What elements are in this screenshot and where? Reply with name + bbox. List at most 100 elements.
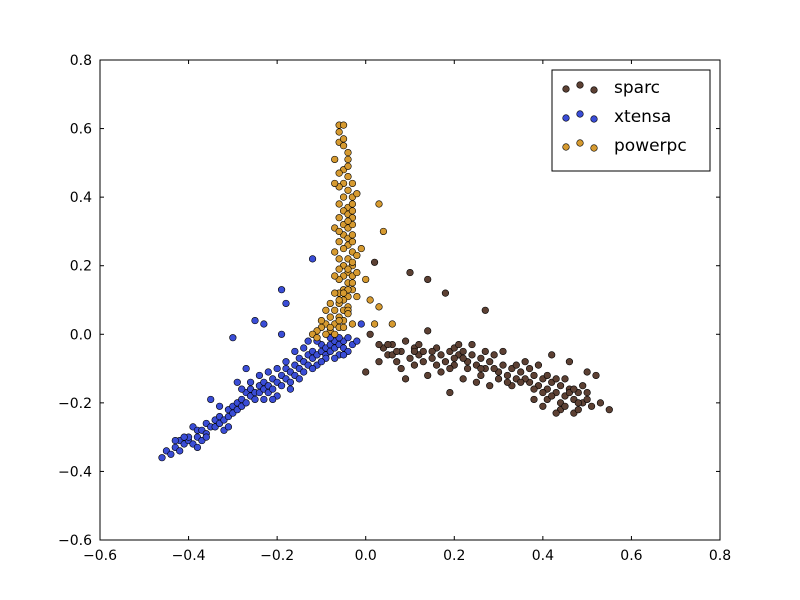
point-powerpc-93 [348,238,357,246]
point-sparc-47 [583,395,591,404]
point-powerpc-72 [370,320,379,328]
point-sparc-0 [406,268,414,277]
x-tick-label: 0.6 [620,548,642,564]
point-sparc-119 [477,364,485,373]
point-sparc-103 [561,375,569,383]
point-powerpc-19 [348,200,357,208]
point-powerpc-63 [322,330,330,338]
point-xtensa-4 [176,447,184,455]
point-sparc-29 [503,371,512,380]
point-powerpc-92 [344,217,352,225]
point-sparc-107 [579,382,587,390]
point-xtensa-43 [269,385,277,393]
point-xtensa-91 [238,385,246,393]
point-powerpc-35 [335,255,343,263]
point-sparc-9 [401,337,410,345]
point-sparc-96 [530,395,538,404]
point-xtensa-76 [344,334,352,342]
y-tick-label: 0.8 [70,53,92,69]
point-xtensa-104 [295,375,303,383]
point-sparc-81 [419,358,427,366]
point-sparc-98 [539,388,547,397]
point-sparc-97 [534,361,543,369]
point-sparc-25 [486,358,494,366]
point-sparc-115 [410,347,419,356]
point-xtensa-89 [215,402,224,410]
point-powerpc-22 [335,214,343,222]
x-tick-label: 0.0 [355,548,377,564]
point-sparc-110 [552,409,560,417]
legend-marker-xtensa-0 [562,114,570,122]
y-tick-label: −0.4 [58,464,92,480]
point-powerpc-88 [335,128,343,136]
point-sparc-70 [401,375,410,383]
point-xtensa-79 [357,320,365,328]
point-powerpc-3 [339,142,348,150]
point-powerpc-53 [331,306,339,314]
point-sparc-101 [552,375,560,383]
point-powerpc-78 [348,320,357,328]
point-xtensa-88 [233,378,241,386]
point-xtensa-107 [246,378,255,386]
legend-marker-powerpc-1 [576,139,584,147]
point-sparc-63 [486,382,494,390]
point-powerpc-67 [379,227,388,236]
point-powerpc-39 [335,265,343,273]
point-xtensa-97 [300,344,308,352]
point-sparc-74 [362,368,370,376]
point-powerpc-89 [339,135,348,143]
point-powerpc-81 [331,248,339,256]
x-tick-label: 0.8 [709,548,731,564]
point-sparc-92 [503,378,512,386]
point-sparc-67 [437,368,445,376]
point-sparc-51 [548,351,556,359]
point-powerpc-17 [335,200,343,208]
point-sparc-89 [481,347,489,356]
legend-marker-xtensa-2 [590,115,598,123]
point-sparc-64 [472,378,481,386]
point-sparc-5 [424,327,432,335]
point-sparc-108 [583,388,591,397]
point-xtensa-101 [331,354,339,362]
point-powerpc-33 [339,244,348,253]
point-sparc-95 [525,364,534,373]
point-powerpc-79 [331,179,339,188]
point-sparc-106 [574,399,582,407]
point-powerpc-9 [344,172,352,181]
point-powerpc-100 [335,296,343,304]
point-powerpc-5 [344,148,352,157]
point-sparc-111 [574,406,582,414]
point-powerpc-91 [348,207,357,215]
point-xtensa-112 [193,443,202,452]
point-powerpc-14 [339,193,348,201]
point-powerpc-80 [335,227,343,236]
x-tick-label: −0.6 [83,548,117,564]
point-powerpc-83 [331,289,339,297]
point-powerpc-74 [353,268,361,277]
point-powerpc-1 [339,121,348,129]
point-xtensa-98 [304,337,312,345]
point-sparc-55 [539,402,547,410]
point-powerpc-97 [348,279,357,287]
point-powerpc-103 [326,323,334,332]
point-powerpc-68 [362,275,370,284]
point-sparc-13 [428,354,436,362]
point-sparc-105 [570,385,578,393]
point-powerpc-31 [335,238,343,246]
point-sparc-78 [397,364,405,373]
point-powerpc-101 [344,310,352,318]
point-sparc-65 [459,375,467,383]
y-tick-label: −0.6 [58,533,92,549]
point-sparc-53 [583,368,591,376]
point-sparc-82 [432,361,441,369]
point-sparc-66 [446,388,454,397]
point-xtensa-82 [260,320,268,328]
points-layer [158,121,613,462]
y-tick-label: 0.4 [70,190,92,206]
point-powerpc-8 [335,169,343,177]
legend-marker-sparc-2 [590,86,598,94]
point-xtensa-102 [317,358,326,366]
point-xtensa-106 [269,395,277,404]
point-sparc-15 [437,351,445,359]
